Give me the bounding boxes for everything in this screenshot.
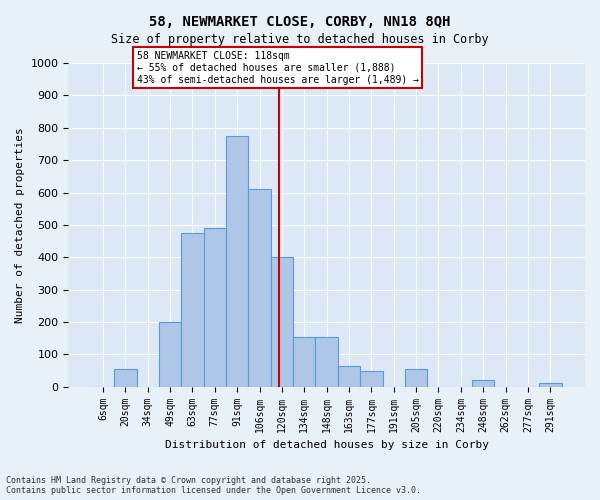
Text: Contains HM Land Registry data © Crown copyright and database right 2025.
Contai: Contains HM Land Registry data © Crown c…	[6, 476, 421, 495]
Bar	[293, 336, 316, 386]
Bar	[360, 370, 383, 386]
X-axis label: Distribution of detached houses by size in Corby: Distribution of detached houses by size …	[164, 440, 488, 450]
Bar	[203, 228, 226, 386]
Bar	[159, 322, 181, 386]
Bar	[338, 366, 360, 386]
Y-axis label: Number of detached properties: Number of detached properties	[15, 127, 25, 323]
Bar	[226, 136, 248, 386]
Bar	[181, 233, 203, 386]
Bar	[405, 369, 427, 386]
Text: 58 NEWMARKET CLOSE: 118sqm
← 55% of detached houses are smaller (1,888)
43% of s: 58 NEWMARKET CLOSE: 118sqm ← 55% of deta…	[137, 52, 419, 84]
Text: 58, NEWMARKET CLOSE, CORBY, NN18 8QH: 58, NEWMARKET CLOSE, CORBY, NN18 8QH	[149, 15, 451, 29]
Bar	[114, 369, 137, 386]
Bar	[271, 258, 293, 386]
Bar	[248, 190, 271, 386]
Bar	[472, 380, 494, 386]
Bar	[539, 384, 562, 386]
Bar	[316, 336, 338, 386]
Text: Size of property relative to detached houses in Corby: Size of property relative to detached ho…	[111, 32, 489, 46]
